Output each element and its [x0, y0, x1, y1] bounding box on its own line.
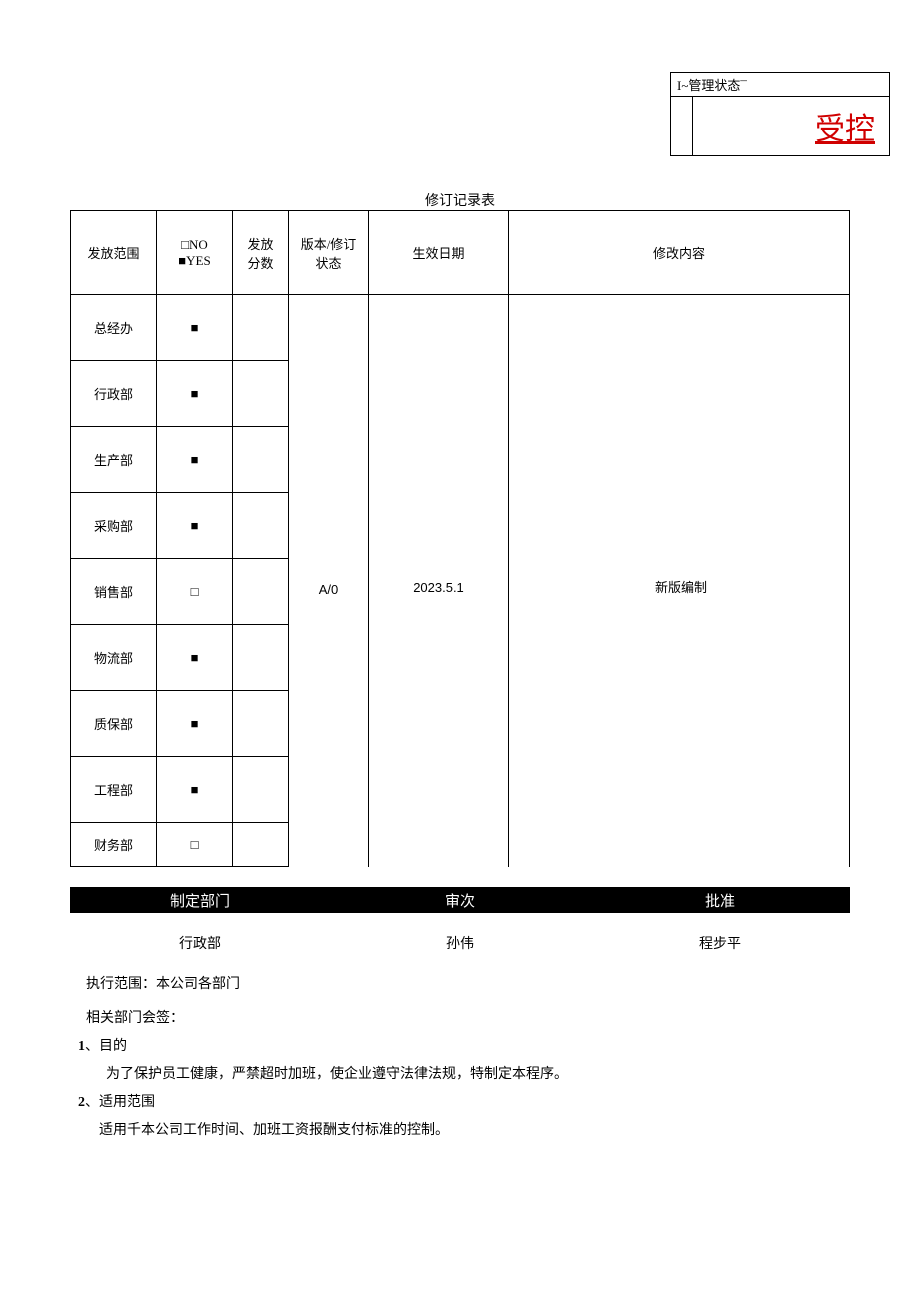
- section-1-text: 为了保护员工健康，严禁超时加班，使企业遵守法律法规，特制定本程序。: [78, 1061, 842, 1089]
- hdr-content: 修改内容: [509, 211, 850, 295]
- score-cell: [233, 295, 289, 361]
- mark-cell: □: [157, 823, 233, 867]
- approval-val-approve: 程步平: [590, 933, 850, 953]
- status-stamp: 受控: [670, 96, 890, 156]
- score-cell: [233, 823, 289, 867]
- exec-scope-line: 执行范围：本公司各部门: [86, 971, 842, 999]
- hdr-dept: 发放范围: [71, 211, 157, 295]
- hdr-yesno: □NO ■YES: [157, 211, 233, 295]
- score-cell: [233, 493, 289, 559]
- dept-cell: 采购部: [71, 493, 157, 559]
- approval-hdr-review: 审次: [330, 890, 590, 911]
- mark-cell: ■: [157, 361, 233, 427]
- approval-values-row: 行政部 孙伟 程步平: [70, 933, 850, 953]
- revision-table-title: 修订记录表: [70, 190, 850, 210]
- approval-header-bar: 制定部门 审次 批准: [70, 887, 850, 913]
- dept-cell: 行政部: [71, 361, 157, 427]
- mark-cell: ■: [157, 427, 233, 493]
- score-cell: [233, 559, 289, 625]
- controlled-stamp: 受控: [693, 104, 879, 148]
- section-1-num: 1: [78, 1039, 85, 1054]
- table-row: 总经办 ■ A/0 2023.5.1 新版编制: [71, 295, 850, 361]
- section-2-text: 适用千本公司工作时间、加班工资报酬支付标准的控制。: [78, 1117, 842, 1145]
- hdr-date: 生效日期: [369, 211, 509, 295]
- mark-cell: ■: [157, 493, 233, 559]
- mark-cell: ■: [157, 295, 233, 361]
- score-cell: [233, 691, 289, 757]
- mark-cell: □: [157, 559, 233, 625]
- dept-cell: 质保部: [71, 691, 157, 757]
- approval-hdr-approve: 批准: [590, 890, 850, 911]
- approval-val-review: 孙伟: [330, 933, 590, 953]
- approval-hdr-dept: 制定部门: [70, 890, 330, 911]
- status-label: I~管理状态¯: [670, 72, 890, 96]
- section-2-num: 2: [78, 1095, 85, 1110]
- document-body: 执行范围：本公司各部门 相关部门会签： 1、目的 为了保护员工健康，严禁超时加班…: [70, 971, 850, 1145]
- revision-table-header: 发放范围 □NO ■YES 发放 分数 版本/修订 状态 生效日期 修改内容: [71, 211, 850, 295]
- dept-cell: 物流部: [71, 625, 157, 691]
- dept-cell: 财务部: [71, 823, 157, 867]
- dept-cell: 工程部: [71, 757, 157, 823]
- management-status-box: I~管理状态¯ 受控: [670, 72, 890, 156]
- mark-cell: ■: [157, 691, 233, 757]
- section-1-heading: 1、目的: [78, 1033, 842, 1061]
- hdr-score: 发放 分数: [233, 211, 289, 295]
- hdr-version: 版本/修订 状态: [289, 211, 369, 295]
- approval-val-dept: 行政部: [70, 933, 330, 953]
- score-cell: [233, 625, 289, 691]
- section-1-title: 、目的: [85, 1039, 127, 1054]
- status-stamp-leftcell: [671, 97, 693, 155]
- version-cell: A/0: [289, 295, 369, 867]
- score-cell: [233, 757, 289, 823]
- score-cell: [233, 427, 289, 493]
- section-2-heading: 2、适用范围: [78, 1089, 842, 1117]
- section-2-title: 、适用范围: [85, 1095, 155, 1110]
- dept-cell: 总经办: [71, 295, 157, 361]
- mark-cell: ■: [157, 625, 233, 691]
- dept-cell: 生产部: [71, 427, 157, 493]
- change-content-cell: 新版编制: [509, 295, 850, 867]
- dept-cell: 销售部: [71, 559, 157, 625]
- score-cell: [233, 361, 289, 427]
- countersign-line: 相关部门会签：: [86, 1005, 842, 1033]
- mark-cell: ■: [157, 757, 233, 823]
- effective-date-cell: 2023.5.1: [369, 295, 509, 867]
- revision-table: 发放范围 □NO ■YES 发放 分数 版本/修订 状态 生效日期 修改内容 总…: [70, 210, 850, 867]
